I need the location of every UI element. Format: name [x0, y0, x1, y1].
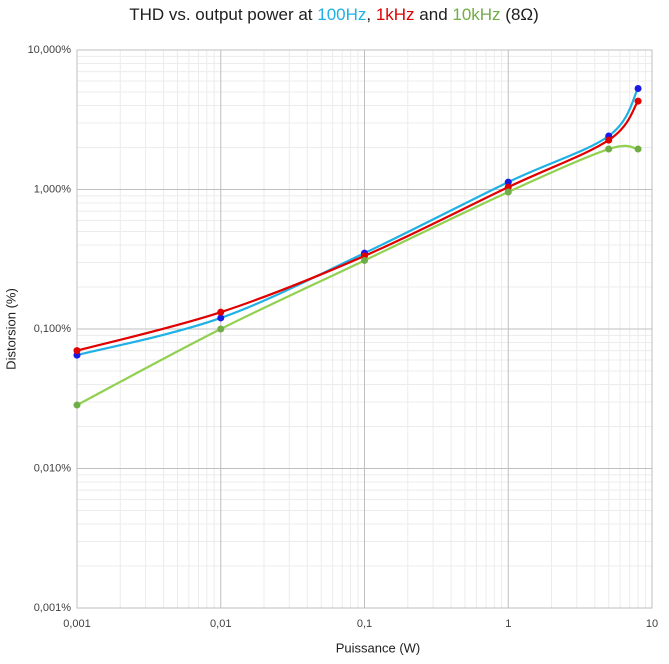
x-tick-label: 0,01: [210, 618, 231, 630]
y-tick-label: 0,010%: [34, 462, 72, 474]
title-part: ,: [366, 5, 375, 24]
data-point: [217, 314, 225, 322]
title-part: THD vs. output power at: [129, 5, 317, 24]
title-part: 100Hz: [317, 5, 366, 24]
data-point: [217, 325, 225, 333]
data-point: [634, 145, 642, 153]
title-part: 10kHz: [452, 5, 500, 24]
title-part: 1kHz: [376, 5, 415, 24]
plot-border: [76, 49, 653, 609]
title-part: (8Ω): [501, 5, 539, 24]
data-point: [361, 256, 368, 264]
x-tick-label: 0,1: [357, 618, 372, 630]
y-tick-label: 0,001%: [34, 602, 72, 614]
data-point: [605, 136, 613, 144]
data-point: [504, 178, 512, 186]
x-axis-title: Puissance (W): [336, 640, 421, 655]
data-point: [605, 145, 613, 153]
chart-title: THD vs. output power at 100Hz, 1kHz and …: [129, 5, 539, 24]
y-tick-label: 0,100%: [34, 323, 72, 335]
y-axis-title: Distorsion (%): [3, 288, 18, 370]
y-tick-label: 10,000%: [28, 44, 72, 56]
title-part: and: [415, 5, 453, 24]
data-point: [504, 188, 512, 196]
y-tick-label: 1,000%: [34, 183, 72, 195]
data-point: [217, 308, 225, 316]
data-point: [634, 84, 642, 92]
data-point: [73, 401, 81, 409]
data-point: [73, 347, 81, 355]
x-tick-label: 10: [646, 618, 658, 630]
data-point: [634, 97, 642, 105]
x-tick-label: 0,001: [63, 618, 91, 630]
data-point: [504, 183, 512, 191]
x-tick-label: 1: [505, 618, 511, 630]
